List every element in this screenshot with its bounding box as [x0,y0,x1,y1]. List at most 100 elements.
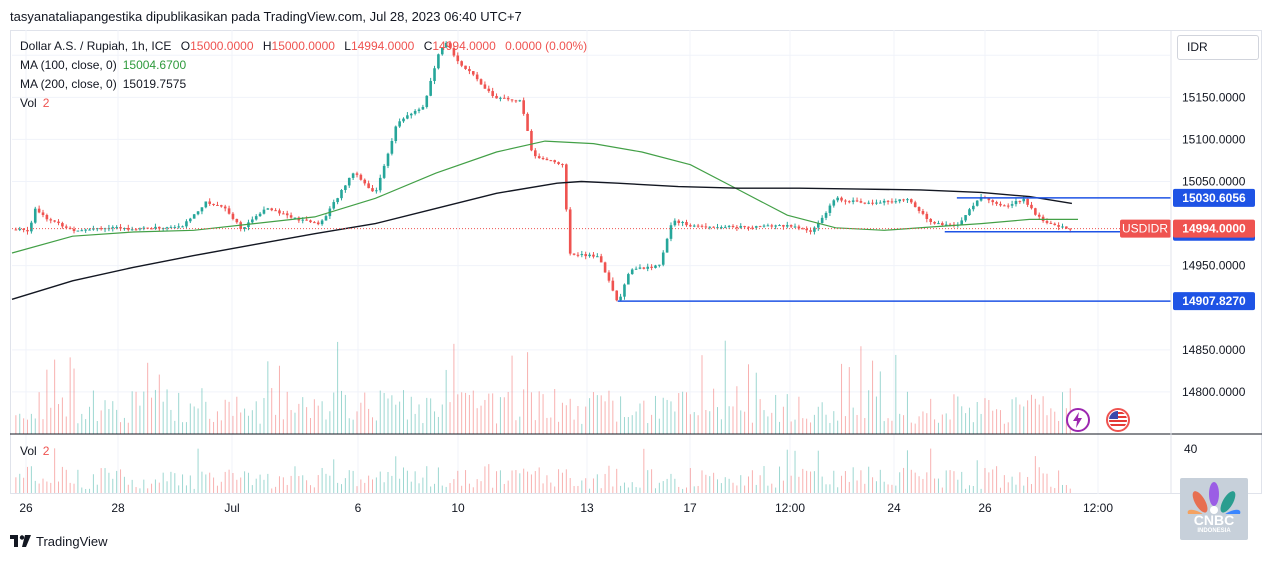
candle-body [696,225,700,227]
candle-body [518,100,522,102]
candle-body [80,230,84,232]
candle-body [460,61,463,66]
price-chart[interactable]: 15030.605614990.329314907.8270USDIDR1499… [0,0,1273,525]
candle-body [487,88,491,92]
candle-body [1045,221,1049,223]
candle-body [45,214,49,220]
candle-body [192,214,196,219]
candle-body [840,197,843,201]
legend-open: 15000.0000 [190,39,254,53]
candle-body [987,198,991,201]
currency-selector[interactable]: IDR [1177,35,1259,60]
candle-body [661,252,665,265]
vol-scale-label: 40 [1184,442,1198,456]
candle-body [1061,226,1064,228]
candle-body [630,269,634,275]
candle-body [1068,228,1072,230]
candle-body [483,84,487,89]
us-flag-icon[interactable] [1104,406,1132,434]
candle-body [433,68,436,81]
candle-body [142,227,146,229]
candle-body [1053,223,1057,226]
candle-body [510,99,514,101]
candle-body [708,226,712,228]
candle-body [111,227,115,229]
candle-body [809,230,812,232]
candle-body [723,226,727,228]
candle-body [758,226,762,228]
candle-body [847,201,851,203]
candle-body [704,226,708,228]
lightning-icon[interactable] [1064,406,1092,434]
candle-body [735,227,739,229]
candle-body [964,215,967,221]
candle-body [154,226,157,229]
footer-brand[interactable]: TradingView [10,534,108,549]
candle-body [417,109,421,111]
candle-body [254,216,258,220]
candle-body [727,225,731,227]
level-label-box [1173,188,1255,207]
candle-body [471,71,475,75]
candle-body [910,199,913,203]
candle-body [576,254,580,256]
candle-body [41,212,45,215]
candle-body [421,106,425,110]
candle-body [979,197,983,201]
cnbc-logo-text: CNBC [1193,512,1235,528]
candle-body [654,265,657,268]
candle-body [336,198,339,203]
candle-body [347,177,351,186]
time-tick-label: 12:00 [1083,501,1113,515]
candle-body [444,42,448,48]
candle-body [177,226,180,228]
candle-body [394,126,398,141]
candle-body [537,156,541,159]
candle-body [119,227,122,229]
legend-close: 14994.0000 [432,39,496,53]
moving-averages [11,140,1078,300]
price-tick-label: 15150.0000 [1182,90,1246,104]
candle-body [731,225,735,228]
candle-body [33,208,37,223]
candle-body [506,97,510,100]
cnbc-watermark: CNBC INDONESIA [1180,478,1248,540]
candle-body [530,130,533,151]
candle-body [673,220,677,226]
price-tick-label: 14800.0000 [1182,385,1246,399]
candle-body [712,226,715,228]
candle-body [99,228,103,230]
candle-body [526,113,529,131]
candle-body [30,222,33,232]
candle-body [774,225,777,227]
candle-body [545,158,549,161]
candle-body [1006,205,1010,207]
candle-body [204,201,208,208]
candle-body [274,210,277,212]
time-tick-label: 6 [355,501,362,515]
candle-body [1026,198,1029,205]
cnbc-peacock-icon [1187,482,1241,514]
candle-body [634,268,638,270]
candle-body [355,173,359,175]
time-tick-label: Jul [224,501,239,515]
candle-body [49,219,53,221]
candle-body [820,217,824,223]
candle-body [677,220,681,223]
publisher-line: tasyanataliapangestika dipublikasikan pa… [10,9,522,24]
candle-body [502,97,506,99]
candle-body [941,223,944,226]
candle-body [22,228,25,231]
candle-body [495,95,498,99]
candle-body [603,262,607,273]
time-tick-label: 13 [580,501,594,515]
candle-body [991,200,995,203]
candle-body [61,223,64,227]
legend-change: 0.0000 (0.00%) [505,39,588,53]
time-axis: 26 28 Jul 6 10 13 17 12:00 24 26 12:00 [19,501,1113,515]
legend-symbol: Dollar A.S. / Rupiah, 1h, ICE [20,39,172,53]
candle-body [906,199,909,201]
candle-body [658,264,661,266]
candle-body [596,256,599,258]
vol-pane-legend: Vol 2 [20,444,50,458]
